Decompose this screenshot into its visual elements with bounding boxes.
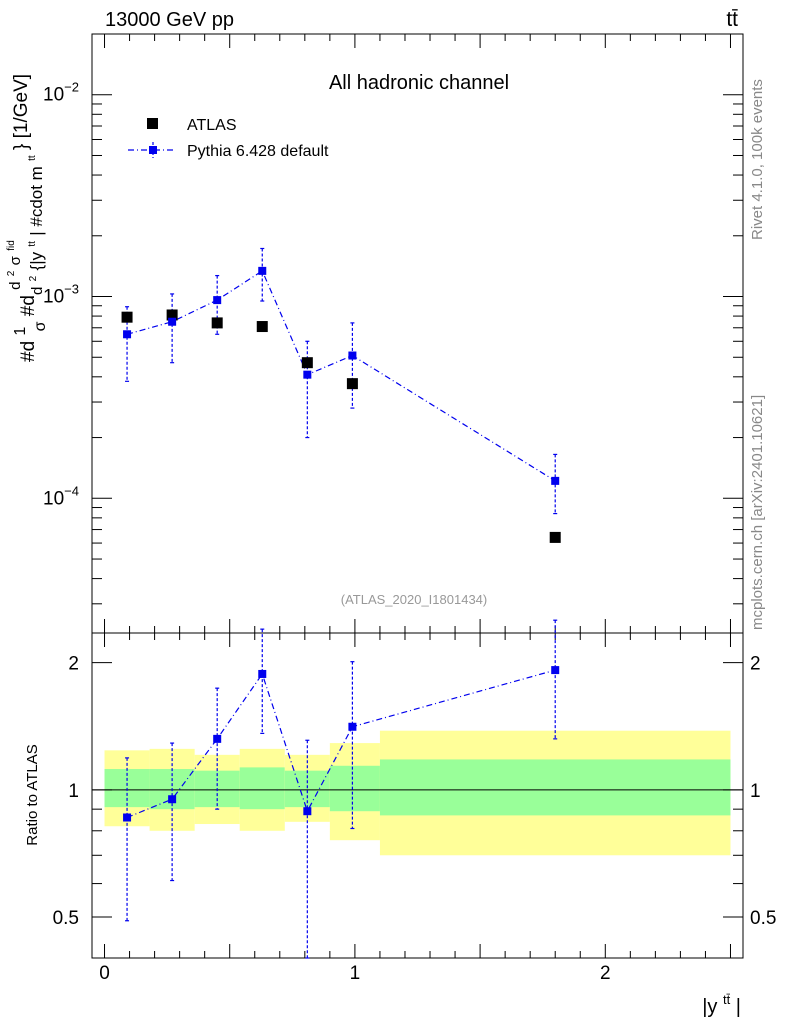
atlas-point-3	[256, 321, 268, 333]
main-ytick-label-base: 10	[43, 287, 64, 308]
main-ytick-label-base: 10	[43, 85, 64, 106]
pythia-ratio-point-0	[123, 813, 132, 822]
pythia-ratio-point-1	[168, 795, 177, 804]
y-axis-label-frac2-den-exp: 2	[28, 275, 39, 281]
y-axis-label-frac1-den: σ	[32, 321, 49, 331]
ratio-uncertainty-bands	[104, 730, 731, 856]
y-axis-label-frac2-num-exp: 2	[6, 270, 17, 276]
y-axis-label: #d 1 σ #d d 2 σ fid d 2 {|y tt | #cdot m…	[0, 74, 50, 362]
pythia-point-3	[258, 266, 267, 275]
ratio-x-ticks	[104, 633, 731, 958]
pythia-ratio-point-4	[303, 807, 312, 816]
main-ytick-label: 10−2	[43, 80, 79, 106]
pythia-point-5	[348, 351, 357, 360]
y-axis-label-unit: } [1/GeV]	[11, 74, 32, 150]
main-panel: All hadronic channel (ATLAS_2020_I180143…	[0, 33, 744, 634]
main-ytick-label-exp: −2	[64, 80, 79, 95]
main-ytick-label-exp: −4	[64, 483, 79, 498]
pythia-main-polyline	[126, 269, 556, 482]
y-axis-label-mid: #d	[18, 295, 39, 316]
main-ytick-label-exp: −3	[64, 282, 79, 297]
y-axis-label-frac2-den-rest: {|y	[27, 251, 46, 270]
y-axis-label-frac2-den-sup2: tt	[27, 155, 38, 161]
ratio-band-inner-5	[329, 765, 380, 812]
legend-atlas-marker	[147, 118, 158, 129]
pythia-point-6	[551, 476, 560, 485]
ratio-ytick-label-left: 0.5	[53, 908, 79, 929]
main-x-ticks	[104, 34, 731, 633]
pythia-ratio-point-3	[258, 669, 267, 678]
x-tick-label: 1	[350, 963, 361, 984]
atlas-point-0	[121, 311, 133, 323]
pythia-ratio-errorbars	[125, 619, 558, 959]
x-axis-label: |y tt̄ |	[702, 987, 741, 1018]
legend-pythia-label: Pythia 6.428 default	[187, 143, 329, 160]
pythia-main-errorbars	[125, 247, 558, 515]
ratio-ytick-label-left: 1	[68, 781, 79, 802]
ratio-plot-frame	[91, 632, 744, 959]
pythia-point-4	[303, 370, 312, 379]
pythia-ratio-point-2	[213, 734, 222, 743]
pythia-ratio-points	[123, 666, 560, 822]
ratio-ytick-label-left: 2	[68, 654, 79, 675]
y-axis-label-frac2-num-sup: fid	[6, 240, 17, 251]
rivet-label: Rivet 4.1.0, 100k events	[749, 79, 766, 240]
ratio-y-ticks: 0.5 0.5 1 1 2 2	[53, 654, 776, 959]
x-axis-label-close: |	[736, 996, 741, 1018]
main-y-ticks: 10−410−310−2	[43, 33, 743, 605]
atlas-point-1	[166, 309, 178, 321]
x-axis-label-base: |y	[702, 996, 717, 1018]
y-axis-label-frac2-num-base: d	[7, 281, 24, 289]
y-axis-label-frac1-num: 1	[12, 327, 29, 336]
y-axis-label-frac2-den-tail: | #cdot m	[27, 166, 46, 236]
x-tick-label: 0	[99, 963, 110, 984]
atlas-point-6	[549, 531, 561, 543]
main-ytick-label: 10−4	[43, 483, 79, 509]
x-tick-labels: 0 1 2	[99, 963, 610, 984]
ratio-y-axis-label: Ratio to ATLAS	[24, 744, 41, 845]
pythia-main-line	[126, 269, 556, 482]
y-axis-label-lead: #d	[18, 341, 39, 362]
ratio-ytick-label-right: 2	[750, 654, 761, 675]
pythia-point-2	[213, 296, 222, 305]
legend-pythia-marker	[149, 146, 157, 154]
analysis-id: (ATLAS_2020_I1801434)	[341, 592, 487, 607]
main-ytick-label: 10−3	[43, 282, 79, 308]
atlas-point-4	[301, 357, 313, 369]
pythia-ratio-point-6	[551, 666, 560, 675]
ratio-band-inner-3	[239, 767, 285, 810]
atlas-point-2	[211, 317, 223, 329]
legend: ATLAS Pythia 6.428 default	[128, 117, 329, 160]
plot-title: All hadronic channel	[329, 72, 509, 94]
pythia-ratio-point-5	[348, 722, 357, 731]
main-ytick-label-base: 10	[43, 488, 64, 509]
x-axis-label-sup: tt̄	[723, 992, 731, 1007]
mcplots-label: mcplots.cern.ch [arXiv:2401.10621]	[749, 395, 766, 630]
x-tick-label: 2	[600, 963, 611, 984]
energy-label: 13000 GeV pp	[105, 9, 234, 31]
atlas-point-5	[346, 378, 358, 390]
y-axis-label-frac2-den-sup: tt	[27, 241, 38, 247]
pythia-point-0	[123, 330, 132, 339]
main-points	[121, 266, 561, 543]
ratio-ytick-label-right: 0.5	[750, 908, 776, 929]
legend-atlas-label: ATLAS	[187, 117, 237, 134]
ratio-band-inner-6	[379, 759, 731, 816]
ratio-panel: 0.5 0.5 1 1 2 2 Ratio to ATLAS 0 1 2 |y tt̄ |	[24, 619, 776, 1018]
y-axis-label-frac2-den-base: d	[29, 287, 46, 295]
pythia-point-1	[168, 317, 177, 326]
y-axis-label-frac2-num-sym: σ	[7, 255, 24, 265]
ratio-ytick-label-right: 1	[750, 781, 761, 802]
process-label: tt̄	[726, 8, 738, 31]
